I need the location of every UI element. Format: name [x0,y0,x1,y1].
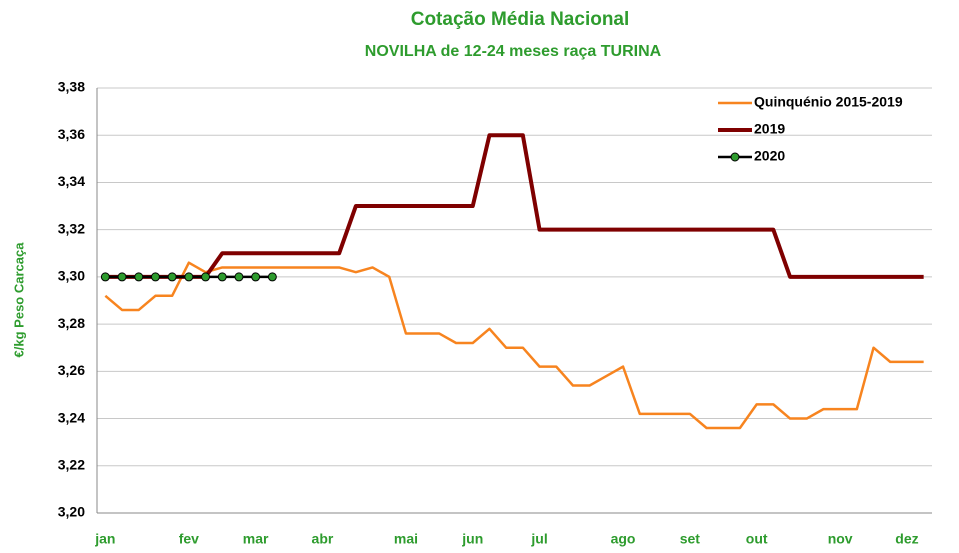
y-tick-label: 3,28 [58,315,85,331]
marker [234,272,244,282]
x-tick-label: nov [828,531,853,547]
y-tick-label: 3,26 [58,362,85,378]
x-tick-label: ago [611,531,636,547]
chart-subtitle: NOVILHA de 12-24 meses raça TURINA [365,43,662,60]
y-axis-label: €/kg Peso Carcaça [11,242,26,358]
x-tick-label: set [680,531,701,547]
marker [167,272,177,282]
marker [184,272,194,282]
legend-marker [730,152,740,162]
x-tick-label: mar [243,531,269,547]
y-tick-label: 3,24 [58,409,85,425]
marker [134,272,144,282]
y-tick-label: 3,34 [58,173,85,189]
chart-title: Cotação Média Nacional [411,9,630,30]
y-tick-label: 3,32 [58,220,85,236]
marker [100,272,110,282]
legend-label: Quinquénio 2015-2019 [754,94,903,110]
y-tick-label: 3,30 [58,268,85,284]
marker [150,272,160,282]
legend-label: 2019 [754,121,785,137]
y-tick-label: 3,38 [58,79,85,95]
line-series [105,133,924,279]
marker [217,272,227,282]
y-tick-label: 3,20 [58,504,85,520]
x-tick-label: abr [312,531,334,547]
x-tick-label: dez [895,531,918,547]
marker [201,272,211,282]
marker [251,272,261,282]
line-series [104,261,924,430]
x-tick-label: mai [394,531,418,547]
legend-label: 2020 [754,148,785,164]
y-tick-label: 3,22 [58,456,85,472]
x-tick-label: jun [461,531,483,547]
x-tick-label: out [746,531,768,547]
y-tick-label: 3,36 [58,126,85,142]
x-tick-label: jul [530,531,547,547]
marker [267,272,277,282]
x-tick-label: jan [94,531,115,547]
marker [117,272,127,282]
x-tick-label: fev [179,531,199,547]
